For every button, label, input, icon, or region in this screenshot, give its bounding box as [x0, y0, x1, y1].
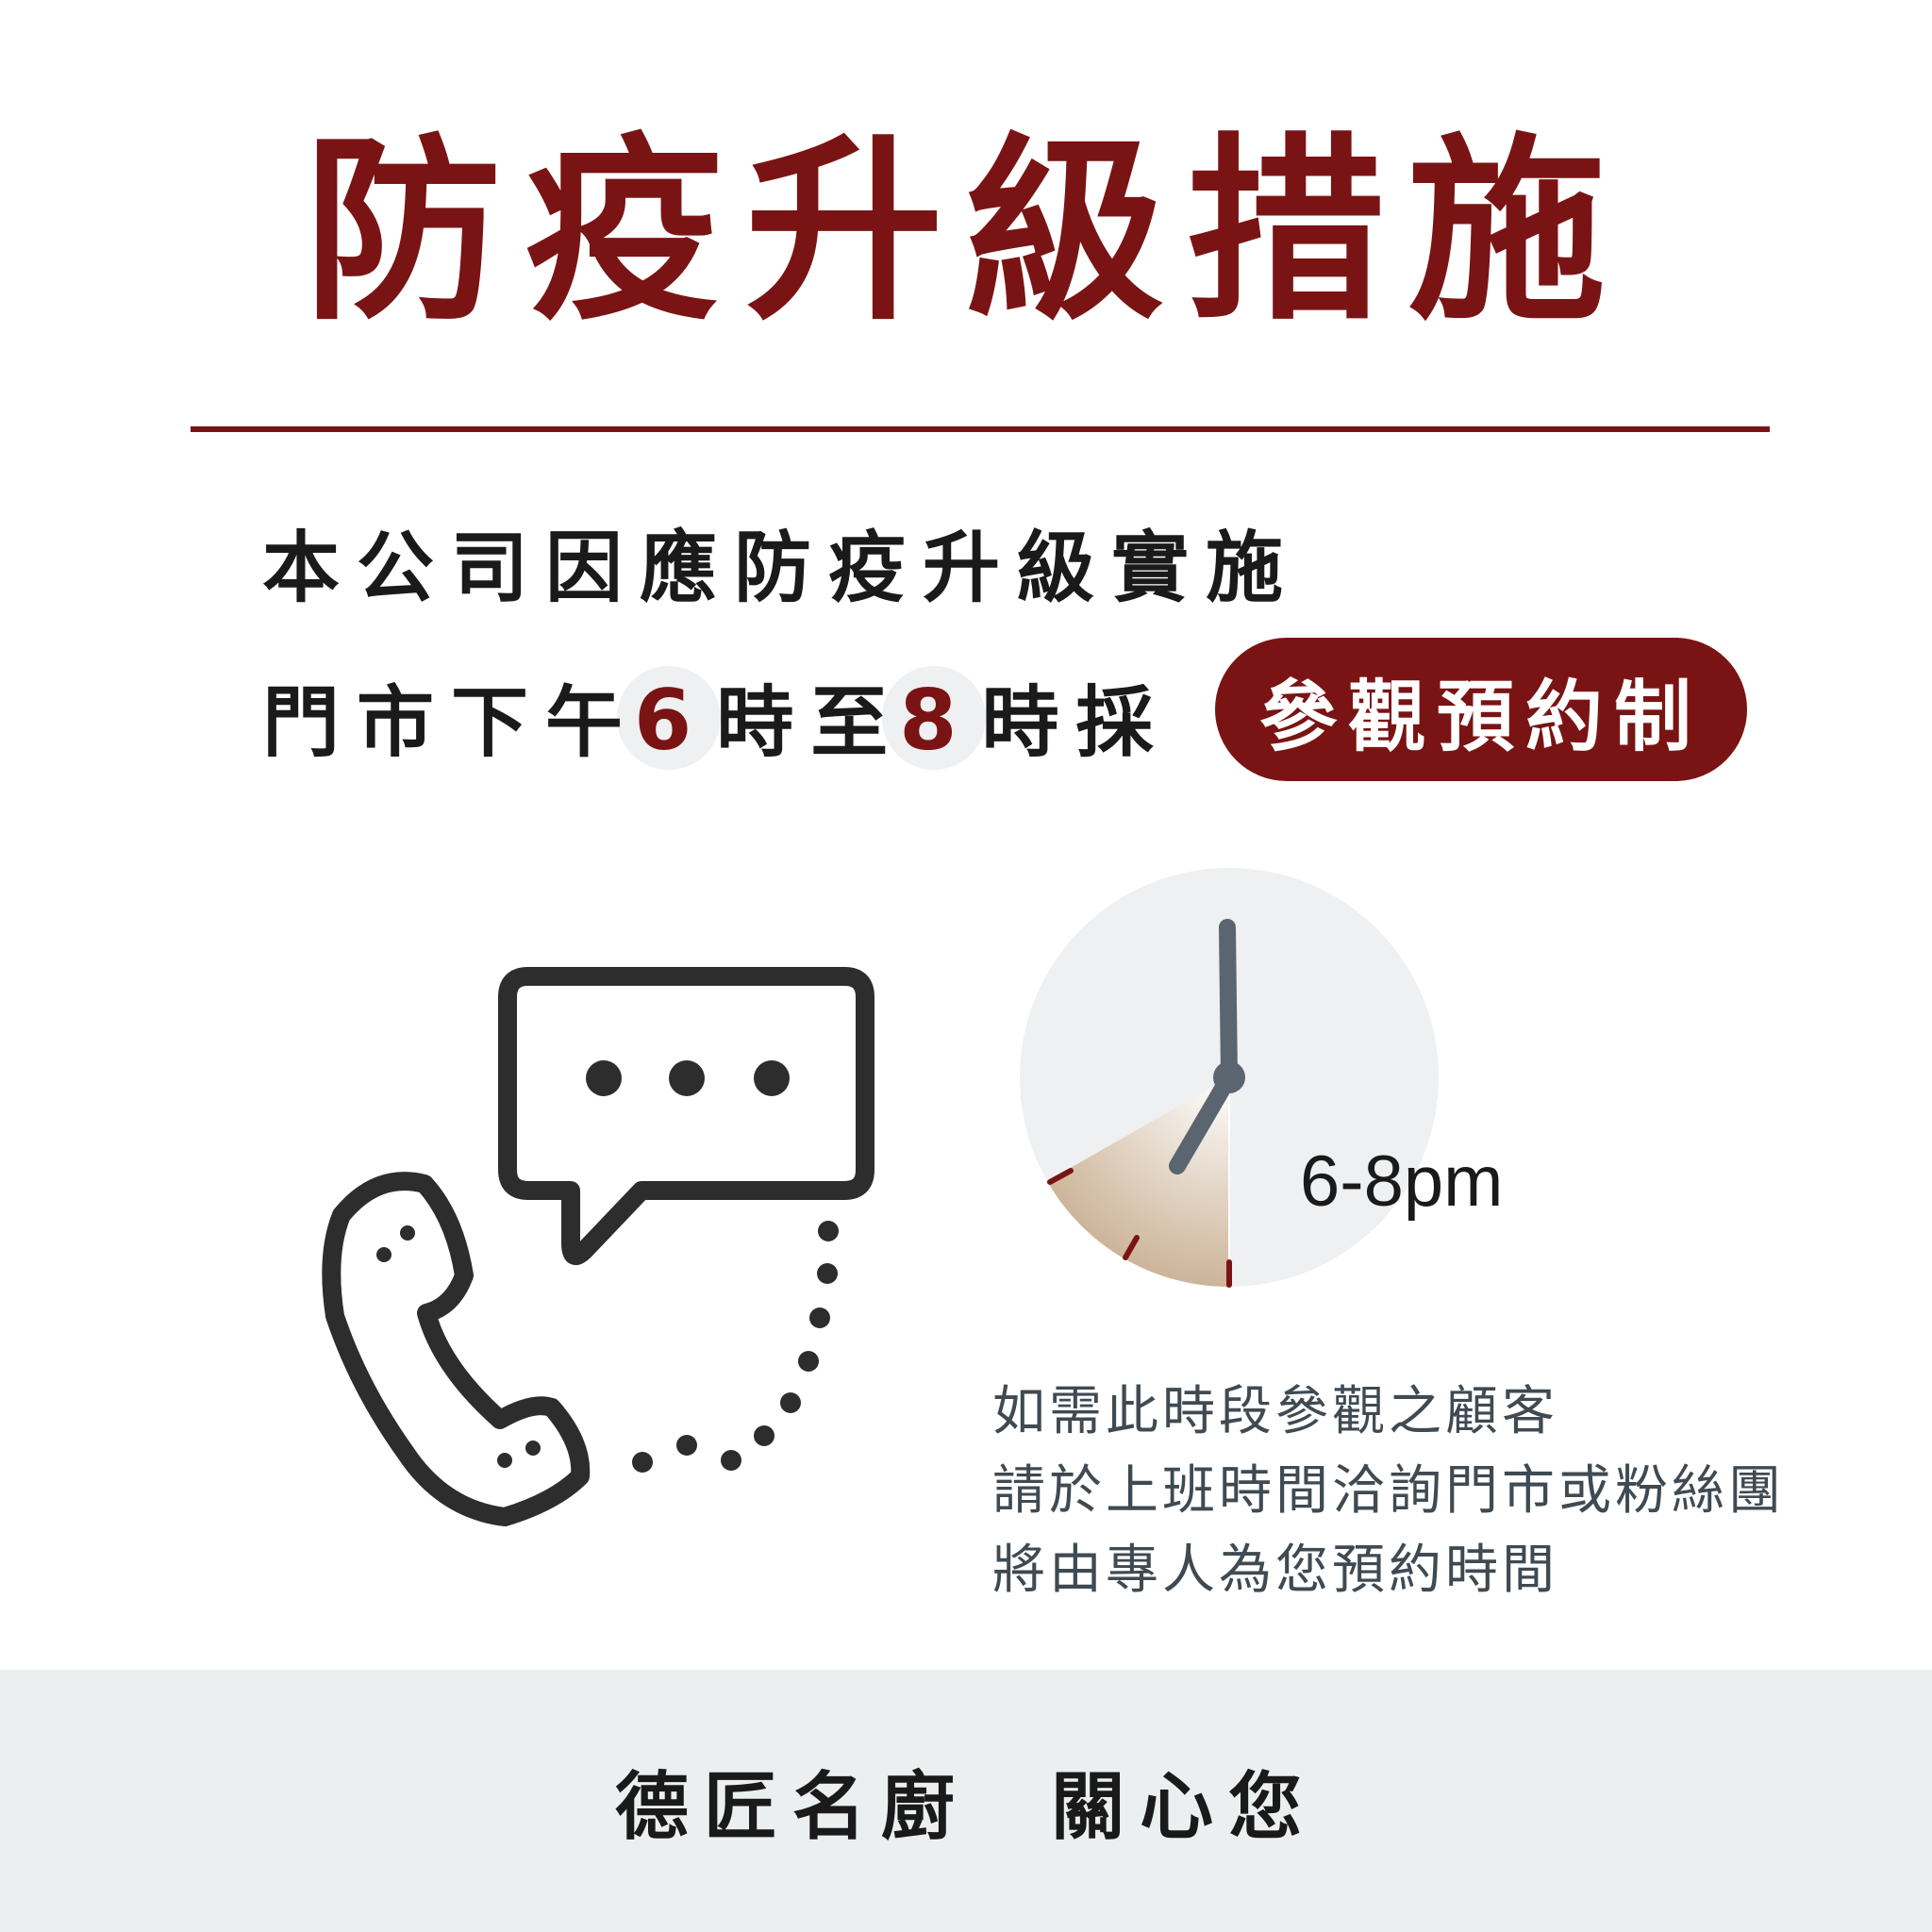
clock-icon [1020, 868, 1439, 1288]
title-divider [191, 426, 1770, 432]
start-hour: 6 [616, 666, 722, 770]
notice-line-2: 門市下午6時至8時採 [262, 666, 1171, 770]
notice-line-2-part-1: 門市下午 [262, 678, 641, 768]
time-range-label: 6-8pm [1300, 1141, 1504, 1222]
notice-line-2-part-2: 時至 [716, 678, 906, 768]
info-text: 如需此時段參觀之顧客 請於上班時間洽詢門市或粉絲團 將由專人為您預約時間 [992, 1373, 1785, 1610]
notice-line-2-part-3: 時採 [981, 678, 1171, 768]
info-line-2: 請於上班時間洽詢門市或粉絲團 [992, 1460, 1785, 1522]
notice-line-1: 本公司因應防疫升級實施 [262, 524, 1301, 613]
footer-text: 德匠名廚 關心您 [614, 1765, 1318, 1850]
phone-icon [322, 1172, 591, 1526]
dotted-arc [632, 1221, 839, 1473]
page-title: 防疫升級措施 [303, 114, 1628, 347]
end-hour: 8 [882, 666, 987, 770]
chat-bubble-icon [498, 967, 874, 1265]
footer: 德匠名廚 關心您 [0, 1670, 1932, 1932]
reservation-badge: 參觀預約制 [1215, 638, 1747, 781]
info-line-1: 如需此時段參觀之顧客 [992, 1381, 1558, 1442]
info-line-3: 將由專人為您預約時間 [992, 1540, 1558, 1601]
